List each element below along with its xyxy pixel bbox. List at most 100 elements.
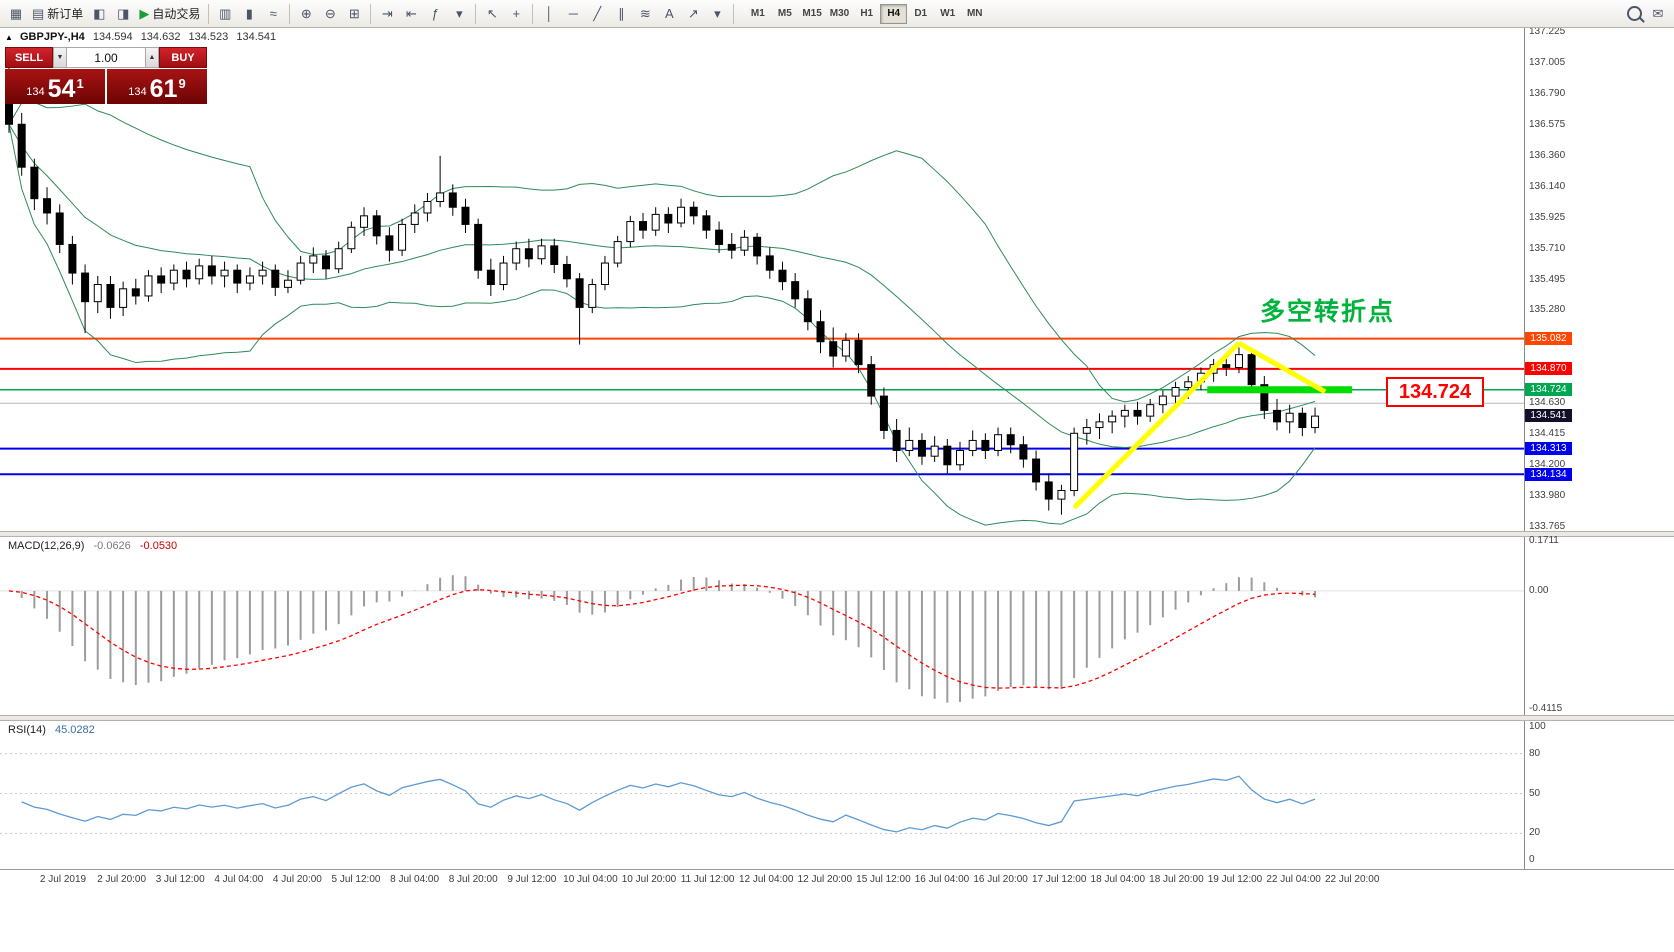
toolbar-zoom-in-button[interactable]: ⊕: [295, 3, 317, 25]
vertical-line-icon: │: [545, 6, 554, 21]
timeframe-w1-button[interactable]: W1: [934, 4, 961, 24]
toolbar-buttons: ▦ ▤ 新订单 ◧ ◨ ▶ 自动交易 ▥ ▮ ≈ ⊕ ⊖ ⊞ ⇥ ⇤ ƒ ▾ ↖ + │ ─ ╱ ∥ ≋ A ↗ ▾: [4, 3, 738, 25]
toolbar-separator: [289, 3, 291, 24]
timeframe-m15-button[interactable]: M15: [798, 4, 825, 24]
macd-title-text: MACD(12,26,9): [8, 540, 85, 552]
chart-profiles-icon: ◧: [93, 6, 106, 21]
toolbar-objects-dropdown-button[interactable]: ▾: [706, 3, 728, 25]
auto-scroll-icon: ⇥: [381, 6, 393, 21]
toolbar-chart-shift-button[interactable]: ⇤: [400, 3, 422, 25]
toolbar-vertical-line-button[interactable]: │: [538, 3, 560, 25]
macd-panel-canvas[interactable]: [0, 537, 1524, 717]
new-chart-icon: ▦: [9, 6, 23, 21]
price-axis-label: 133.765: [1529, 521, 1566, 532]
level-price-label[interactable]: 134.724: [1386, 377, 1484, 407]
price-axis-label: 137.005: [1529, 57, 1566, 69]
text-label-icon: A: [664, 6, 674, 21]
time-axis-label: 18 Jul 04:00: [1090, 874, 1146, 885]
toolbar-separator: [475, 3, 477, 24]
time-axis-label: 19 Jul 12:00: [1207, 874, 1263, 885]
price-line-axis-label: 135.082: [1525, 332, 1572, 346]
price-axis-label: 135.925: [1529, 211, 1566, 223]
volume-input[interactable]: [67, 48, 145, 67]
volume-decrease-button[interactable]: ▼: [53, 47, 67, 68]
timeframe-mn-button[interactable]: MN: [961, 4, 988, 24]
price-line-axis-label: 134.134: [1525, 467, 1572, 481]
symbol-period-label: GBPJPY-,H4: [19, 31, 85, 43]
volume-increase-button[interactable]: ▲: [145, 47, 159, 68]
volume-box: [67, 47, 145, 68]
timeframe-h4-button[interactable]: H4: [880, 3, 908, 24]
macd-panel-splitter[interactable]: [0, 531, 1674, 537]
macd-axis-label: -0.4115: [1529, 703, 1563, 714]
rsi-axis-label: 100: [1529, 721, 1546, 732]
toolbar-chart-profiles-button[interactable]: ◧: [88, 3, 110, 25]
buy-price-display[interactable]: 134 61 9: [107, 69, 207, 104]
sell-price-display[interactable]: 134 54 1: [5, 69, 105, 104]
buy-price-pip: 9: [178, 76, 186, 91]
time-axis-label: 16 Jul 20:00: [973, 874, 1028, 885]
toolbar-new-chart-button[interactable]: ▦: [5, 3, 27, 25]
toolbar-text-label-button[interactable]: A: [658, 3, 680, 25]
timeframe-d1-button[interactable]: D1: [907, 4, 934, 24]
time-axis-label: 10 Jul 20:00: [621, 874, 677, 885]
toolbar-arrow-objects-button[interactable]: ↗: [682, 3, 704, 25]
toolbar-fibonacci-retracement-button[interactable]: ≋: [634, 3, 656, 25]
price-line-axis-label: 134.724: [1525, 383, 1572, 397]
time-axis-label: 8 Jul 20:00: [448, 874, 498, 885]
buy-button[interactable]: BUY: [159, 47, 207, 68]
line-chart-mode-icon: ≈: [269, 6, 277, 21]
toolbar-bar-chart-mode-button[interactable]: ▥: [214, 3, 236, 25]
toolbar-market-watch-button[interactable]: ◨: [112, 3, 134, 25]
trendline-icon: ╱: [593, 6, 602, 21]
objects-dropdown-icon: ▾: [714, 6, 721, 21]
toolbar-candlestick-mode-button[interactable]: ▮: [238, 3, 260, 25]
time-axis-label: 11 Jul 12:00: [680, 874, 735, 885]
trend-annotation-text[interactable]: 多空转折点: [1260, 298, 1396, 326]
price-line-axis-label: 134.313: [1525, 442, 1572, 456]
time-axis-label: 22 Jul 20:00: [1324, 874, 1380, 885]
toolbar-search-button[interactable]: [1623, 3, 1645, 25]
horizontal-line-icon: ─: [568, 6, 578, 21]
price-axis-label: 133.980: [1529, 490, 1566, 502]
search-icon: [1626, 6, 1642, 21]
tile-windows-icon: ⊞: [348, 6, 360, 21]
toolbar-zoom-out-button[interactable]: ⊖: [319, 3, 341, 25]
toolbar-trendline-button[interactable]: ╱: [586, 3, 608, 25]
toolbar-new-order-button[interactable]: ▤ 新订单: [29, 3, 86, 25]
timeframe-h1-button[interactable]: H1: [853, 4, 880, 24]
rsi-panel-splitter[interactable]: [0, 715, 1674, 721]
sell-price-pip: 1: [76, 76, 84, 91]
toolbar-auto-scroll-button[interactable]: ⇥: [376, 3, 398, 25]
sell-price-prefix: 134: [26, 86, 45, 98]
timeframe-m1-button[interactable]: M1: [744, 4, 771, 24]
toolbar-crosshair-button[interactable]: +: [505, 3, 527, 25]
time-axis-label: 17 Jul 12:00: [1031, 874, 1087, 885]
rsi-axis-label: 80: [1529, 747, 1541, 759]
toolbar-tile-windows-button[interactable]: ⊞: [343, 3, 365, 25]
fibonacci-retracement-icon: ≋: [639, 6, 651, 21]
arrow-objects-icon: ↗: [687, 6, 699, 21]
toolbar-indicators-button[interactable]: ƒ: [424, 3, 446, 25]
price-chart-canvas[interactable]: [0, 28, 1524, 533]
macd-indicator-label: MACD(12,26,9) -0.0626 -0.0530: [8, 540, 177, 552]
toolbar-indicators-dropdown-button[interactable]: ▾: [448, 3, 470, 25]
toolbar-auto-trading-button[interactable]: ▶ 自动交易: [136, 3, 203, 25]
current-price-label: 134.541: [1525, 409, 1572, 423]
toolbar-separator: [532, 3, 534, 24]
toolbar-mail-button[interactable]: ✉: [1647, 3, 1669, 25]
time-axis-label: 3 Jul 12:00: [155, 874, 205, 885]
time-axis-line: [0, 869, 1674, 870]
indicators-dropdown-icon: ▾: [456, 6, 463, 21]
timeframe-m30-button[interactable]: M30: [826, 4, 853, 24]
toolbar-separator: [208, 3, 210, 24]
sell-button[interactable]: SELL: [5, 47, 53, 68]
toolbar-equidistant-channel-button[interactable]: ∥: [610, 3, 632, 25]
rsi-panel-canvas[interactable]: [0, 721, 1524, 869]
toolbar-cursor-button[interactable]: ↖: [481, 3, 503, 25]
oct-prices-row: 134 54 1 134 61 9: [5, 69, 207, 104]
subwindow-collapse-icon[interactable]: ▲: [5, 33, 13, 42]
timeframe-m5-button[interactable]: M5: [771, 4, 798, 24]
toolbar-horizontal-line-button[interactable]: ─: [562, 3, 584, 25]
toolbar-line-chart-mode-button[interactable]: ≈: [262, 3, 284, 25]
